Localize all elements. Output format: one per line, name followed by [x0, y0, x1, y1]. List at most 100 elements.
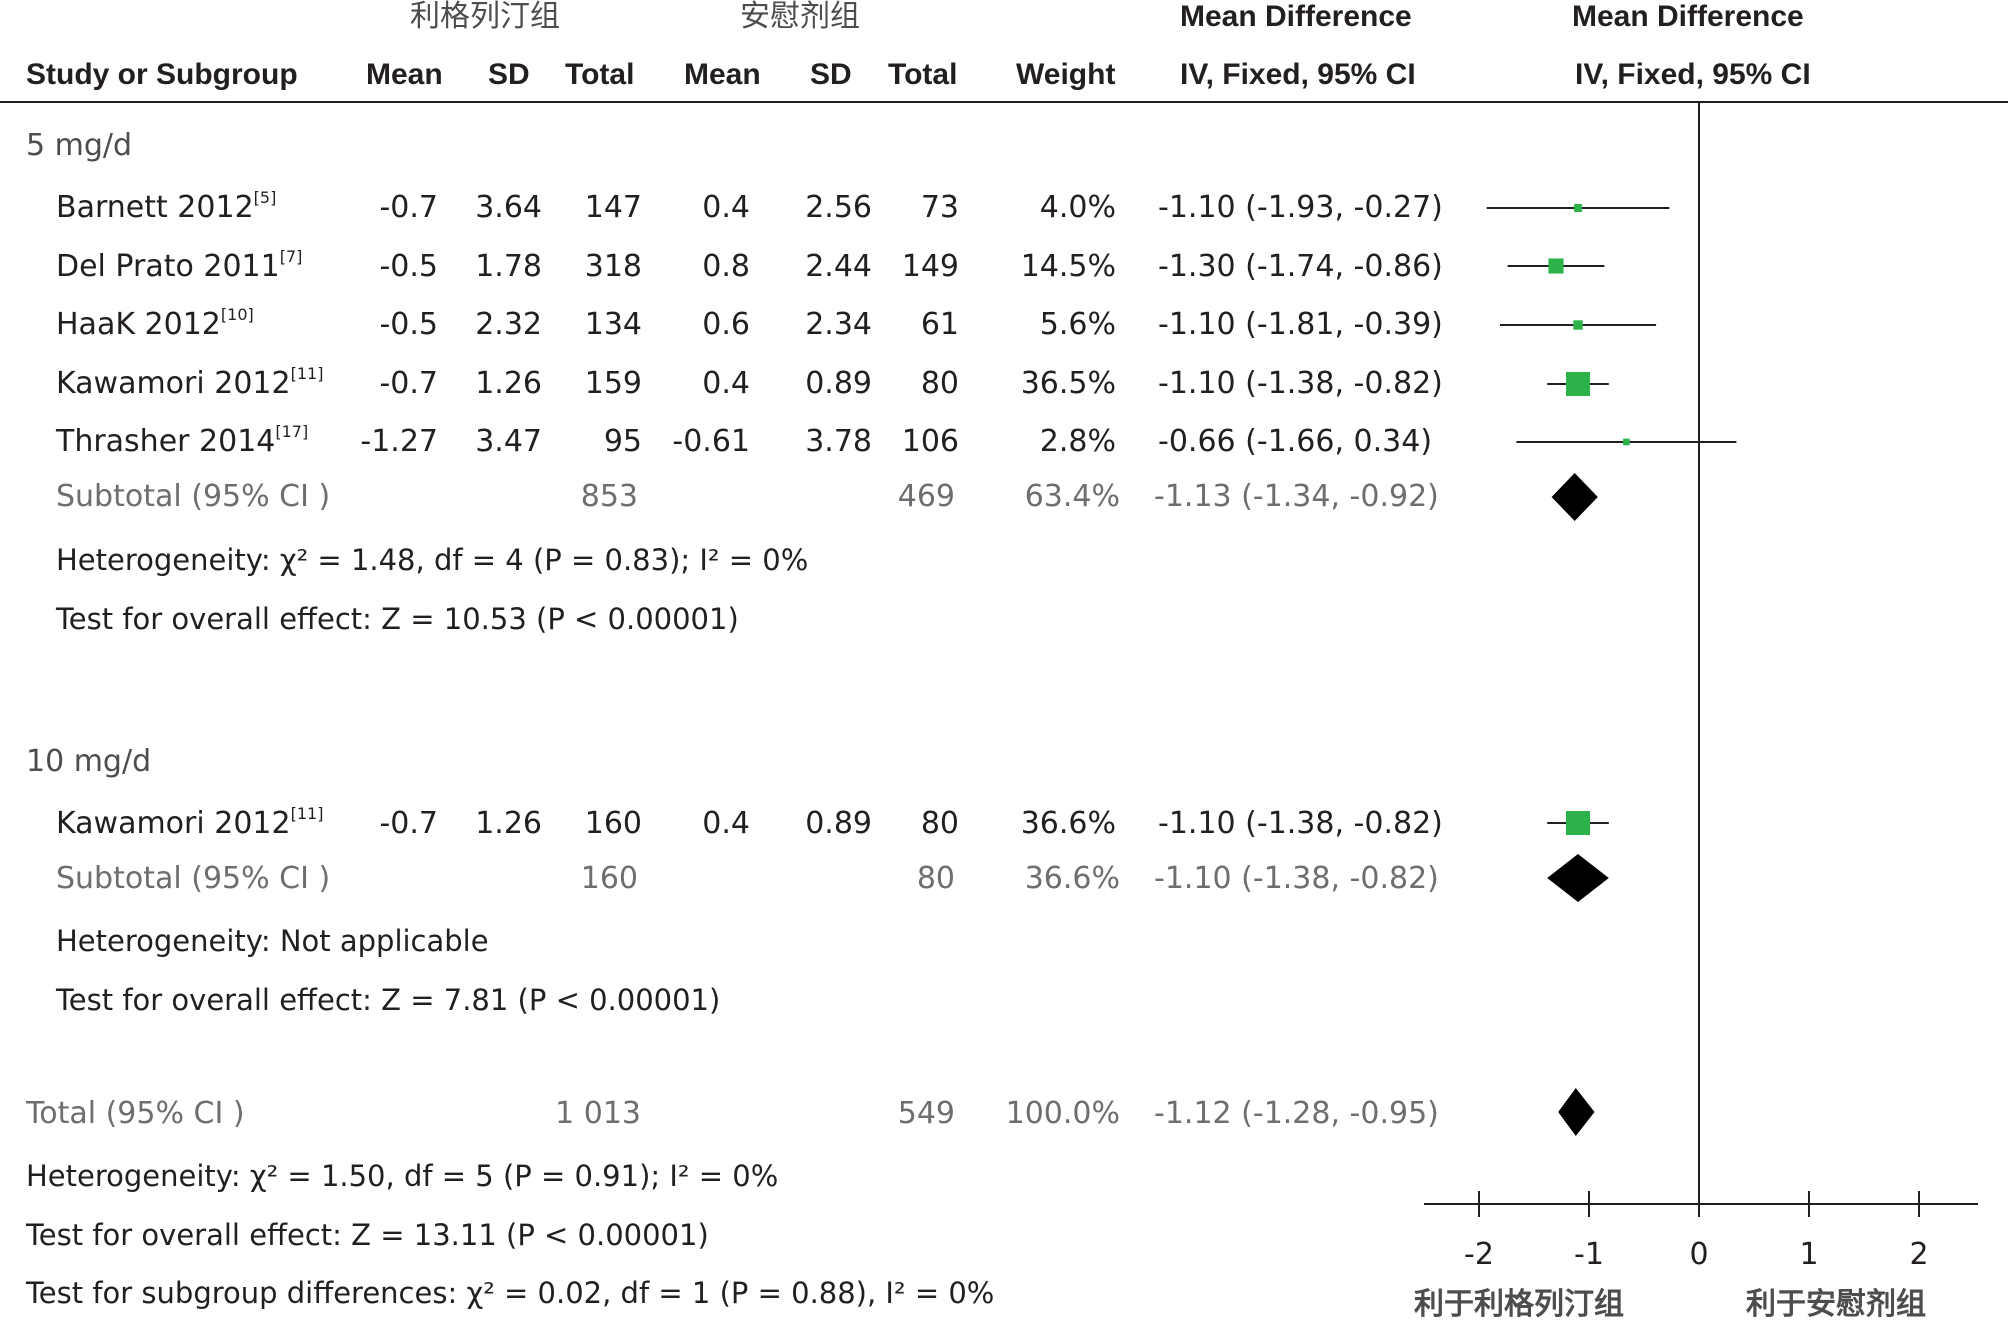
total-ctl: 80: [920, 806, 959, 841]
total-ctl: 61: [920, 307, 959, 342]
x-tick-label: -2: [1464, 1237, 1494, 1272]
total-heterogeneity-text: Heterogeneity: χ² = 1.50, df = 5 (P = 0.…: [26, 1159, 779, 1193]
x-tick-label: 2: [1909, 1237, 1928, 1272]
total-ctl: 80: [920, 366, 959, 401]
ci-text: -0.66 (-1.66, 0.34): [1158, 424, 1433, 459]
study-name: Del Prato 2011[7]: [56, 247, 303, 284]
sd-ctl: 2.44: [805, 249, 872, 284]
sd-exp: 1.26: [475, 806, 542, 841]
overall-effect-text: Test for overall effect: Z = 10.53 (P < …: [56, 602, 739, 636]
study-name: Thrasher 2014[17]: [56, 422, 309, 459]
heterogeneity-text: Heterogeneity: χ² = 1.48, df = 4 (P = 0.…: [56, 543, 809, 577]
sd-ctl: 2.56: [805, 190, 872, 225]
col-ci-plot-header: IV, Fixed, 95% CI: [1575, 58, 1811, 91]
col-ci-header: IV, Fixed, 95% CI: [1180, 58, 1416, 91]
ci-text: -1.10 (-1.81, -0.39): [1158, 307, 1443, 342]
subtotal-ci-text: -1.13 (-1.34, -0.92): [1154, 479, 1439, 514]
subtotal-total-ctl: 80: [916, 861, 955, 896]
subtotal-weight: 63.4%: [1024, 479, 1120, 514]
subgroup-title-5mg: 5 mg/d: [26, 128, 133, 163]
total-label: Total (95% CI ): [26, 1096, 245, 1131]
weight: 36.5%: [1020, 366, 1116, 401]
effect-marker: [1566, 811, 1590, 835]
col-study-header: Study or Subgroup: [26, 58, 298, 91]
pooled-diamond: [1558, 1088, 1595, 1136]
study-name: Kawamori 2012[11]: [56, 364, 324, 401]
overall-effect-text: Test for overall effect: Z = 7.81 (P < 0…: [56, 983, 721, 1017]
ci-text: -1.30 (-1.74, -0.86): [1158, 249, 1443, 284]
col-total-exp-header: Total: [565, 58, 635, 91]
subgroup-differences-text: Test for subgroup differences: χ² = 0.02…: [26, 1276, 995, 1310]
col-total-ctl-header: Total: [888, 58, 958, 91]
weight: 2.8%: [1039, 424, 1116, 459]
x-tick-label: -1: [1574, 1237, 1604, 1272]
study-name: Barnett 2012[5]: [56, 188, 277, 225]
total-total-ctl: 549: [897, 1096, 955, 1131]
ci-text: -1.10 (-1.93, -0.27): [1158, 190, 1443, 225]
pooled-diamond: [1551, 473, 1598, 521]
mean-exp: -0.5: [379, 249, 438, 284]
mean-exp: -0.7: [379, 190, 438, 225]
study-name: Kawamori 2012[11]: [56, 804, 324, 841]
subtotal-ci-text: -1.10 (-1.38, -0.82): [1154, 861, 1439, 896]
effect-marker: [1566, 372, 1590, 396]
col-sd-exp-header: SD: [488, 58, 530, 91]
mean-ctl: 0.8: [702, 249, 750, 284]
total-exp: 95: [603, 424, 642, 459]
weight: 14.5%: [1020, 249, 1116, 284]
heterogeneity-text: Heterogeneity: Not applicable: [56, 924, 489, 958]
subgroup-title-10mg: 10 mg/d: [26, 744, 152, 779]
col-weight-header: Weight: [1016, 58, 1116, 91]
subtotal-label: Subtotal (95% CI ): [56, 861, 331, 896]
sd-ctl: 0.89: [805, 806, 872, 841]
favours-experimental-label: 利于利格列汀组: [1414, 1287, 1624, 1322]
favours-control-label: 利于安慰剂组: [1746, 1287, 1926, 1322]
total-ci-text: -1.12 (-1.28, -0.95): [1154, 1096, 1439, 1131]
sd-ctl: 3.78: [805, 424, 872, 459]
weight: 36.6%: [1020, 806, 1116, 841]
effect-marker: [1574, 204, 1582, 212]
total-exp: 147: [584, 190, 642, 225]
mean-exp: -0.5: [379, 307, 438, 342]
mean-difference-header-table: Mean Difference: [1180, 0, 1412, 33]
subtotal-weight: 36.6%: [1024, 861, 1120, 896]
mean-difference-header-plot: Mean Difference: [1572, 0, 1804, 33]
sd-exp: 1.78: [475, 249, 542, 284]
mean-ctl: 0.6: [702, 307, 750, 342]
col-mean-ctl-header: Mean: [684, 58, 761, 91]
weight: 4.0%: [1039, 190, 1116, 225]
subtotal-total-exp: 160: [580, 861, 638, 896]
mean-exp: -0.7: [379, 366, 438, 401]
total-exp: 134: [584, 307, 642, 342]
mean-exp: -0.7: [379, 806, 438, 841]
total-ctl: 73: [920, 190, 959, 225]
mean-ctl: 0.4: [702, 366, 750, 401]
total-overall-effect-text: Test for overall effect: Z = 13.11 (P < …: [26, 1218, 709, 1252]
experimental-group-header: 利格列汀组: [410, 0, 560, 34]
sd-exp: 3.64: [475, 190, 542, 225]
total-weight: 100.0%: [1005, 1096, 1120, 1131]
sd-exp: 1.26: [475, 366, 542, 401]
col-sd-ctl-header: SD: [810, 58, 852, 91]
total-total-exp: 1 013: [555, 1096, 641, 1131]
x-tick-label: 0: [1689, 1237, 1708, 1272]
study-name: HaaK 2012[10]: [56, 305, 254, 342]
effect-marker: [1548, 258, 1564, 274]
mean-ctl: 0.4: [702, 806, 750, 841]
mean-ctl: -0.61: [672, 424, 750, 459]
total-ctl: 106: [901, 424, 959, 459]
mean-ctl: 0.4: [702, 190, 750, 225]
subtotal-total-ctl: 469: [897, 479, 955, 514]
effect-marker: [1623, 438, 1630, 446]
sd-ctl: 0.89: [805, 366, 872, 401]
x-tick-label: 1: [1799, 1237, 1818, 1272]
col-mean-exp-header: Mean: [366, 58, 443, 91]
subtotal-total-exp: 853: [580, 479, 638, 514]
total-exp: 318: [584, 249, 642, 284]
total-exp: 160: [584, 806, 642, 841]
effect-marker: [1573, 320, 1583, 330]
ci-text: -1.10 (-1.38, -0.82): [1158, 366, 1443, 401]
sd-exp: 3.47: [475, 424, 542, 459]
control-group-header: 安慰剂组: [740, 0, 860, 34]
